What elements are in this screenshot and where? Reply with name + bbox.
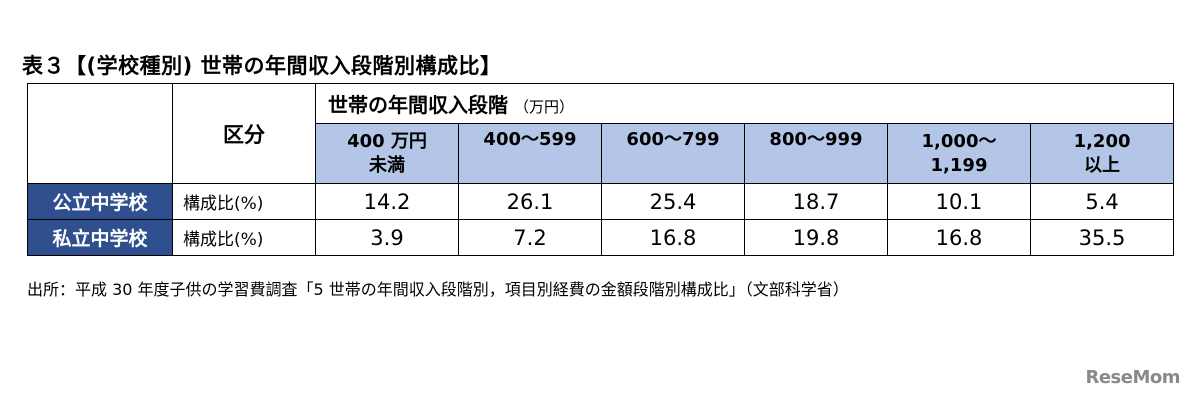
income-unit-label: （万円）	[514, 98, 575, 116]
blank-corner-cell	[27, 83, 173, 184]
table-cell: 16.8	[887, 219, 1031, 256]
header-row-group: 区分 世帯の年間収入段階 （万円）	[27, 83, 1175, 184]
table-cell: 16.8	[601, 219, 745, 256]
metric-label: 構成比(%)	[172, 219, 316, 256]
table-cell: 5.4	[1029, 183, 1175, 220]
table-row-private: 私立中学校 構成比(%) 3.9 7.2 16.8 19.8 16.8 35.5	[27, 219, 1175, 256]
bracket-header-3: 600～799	[601, 123, 745, 184]
row-label-public: 公立中学校	[27, 183, 173, 220]
table-cell: 3.9	[315, 219, 459, 256]
row-label-private: 私立中学校	[27, 219, 173, 256]
table-cell: 26.1	[458, 183, 602, 220]
income-group-label: 世帯の年間収入段階	[328, 93, 508, 117]
table-cell: 18.7	[744, 183, 888, 220]
bracket-header-2: 400～599	[458, 123, 602, 184]
bracket-header-1: 400 万円 未満	[315, 123, 459, 184]
bracket-header-4: 800～999	[744, 123, 888, 184]
income-group-header: 世帯の年間収入段階 （万円）	[314, 83, 1175, 124]
table-cell: 14.2	[315, 183, 459, 220]
table-title: 表３【(学校種別) 世帯の年間収入段階別構成比】	[22, 54, 502, 78]
table-cell: 7.2	[458, 219, 602, 256]
table-cell: 19.8	[744, 219, 888, 256]
bracket-header-6: 1,200 以上	[1029, 123, 1175, 184]
table-cell: 10.1	[887, 183, 1031, 220]
table-row-public: 公立中学校 構成比(%) 14.2 26.1 25.4 18.7 10.1 5.…	[27, 183, 1175, 220]
table-cell: 25.4	[601, 183, 745, 220]
table-cell: 35.5	[1029, 219, 1175, 256]
source-note: 出所：平成 30 年度子供の学習費調査「5 世帯の年間収入段階別，項目別経費の金…	[27, 280, 849, 299]
kubun-header: 区分	[172, 83, 316, 184]
bracket-header-5: 1,000～ 1,199	[887, 123, 1031, 184]
metric-label: 構成比(%)	[172, 183, 316, 220]
income-bracket-table: 区分 世帯の年間収入段階 （万円） 400 万円 未満 400～599 600～79…	[27, 83, 1175, 256]
header-row-brackets: 400 万円 未満 400～599 600～799 800～999 1,000～ 1…	[28, 123, 1175, 184]
resemom-logo: ReseMom	[1085, 367, 1180, 388]
